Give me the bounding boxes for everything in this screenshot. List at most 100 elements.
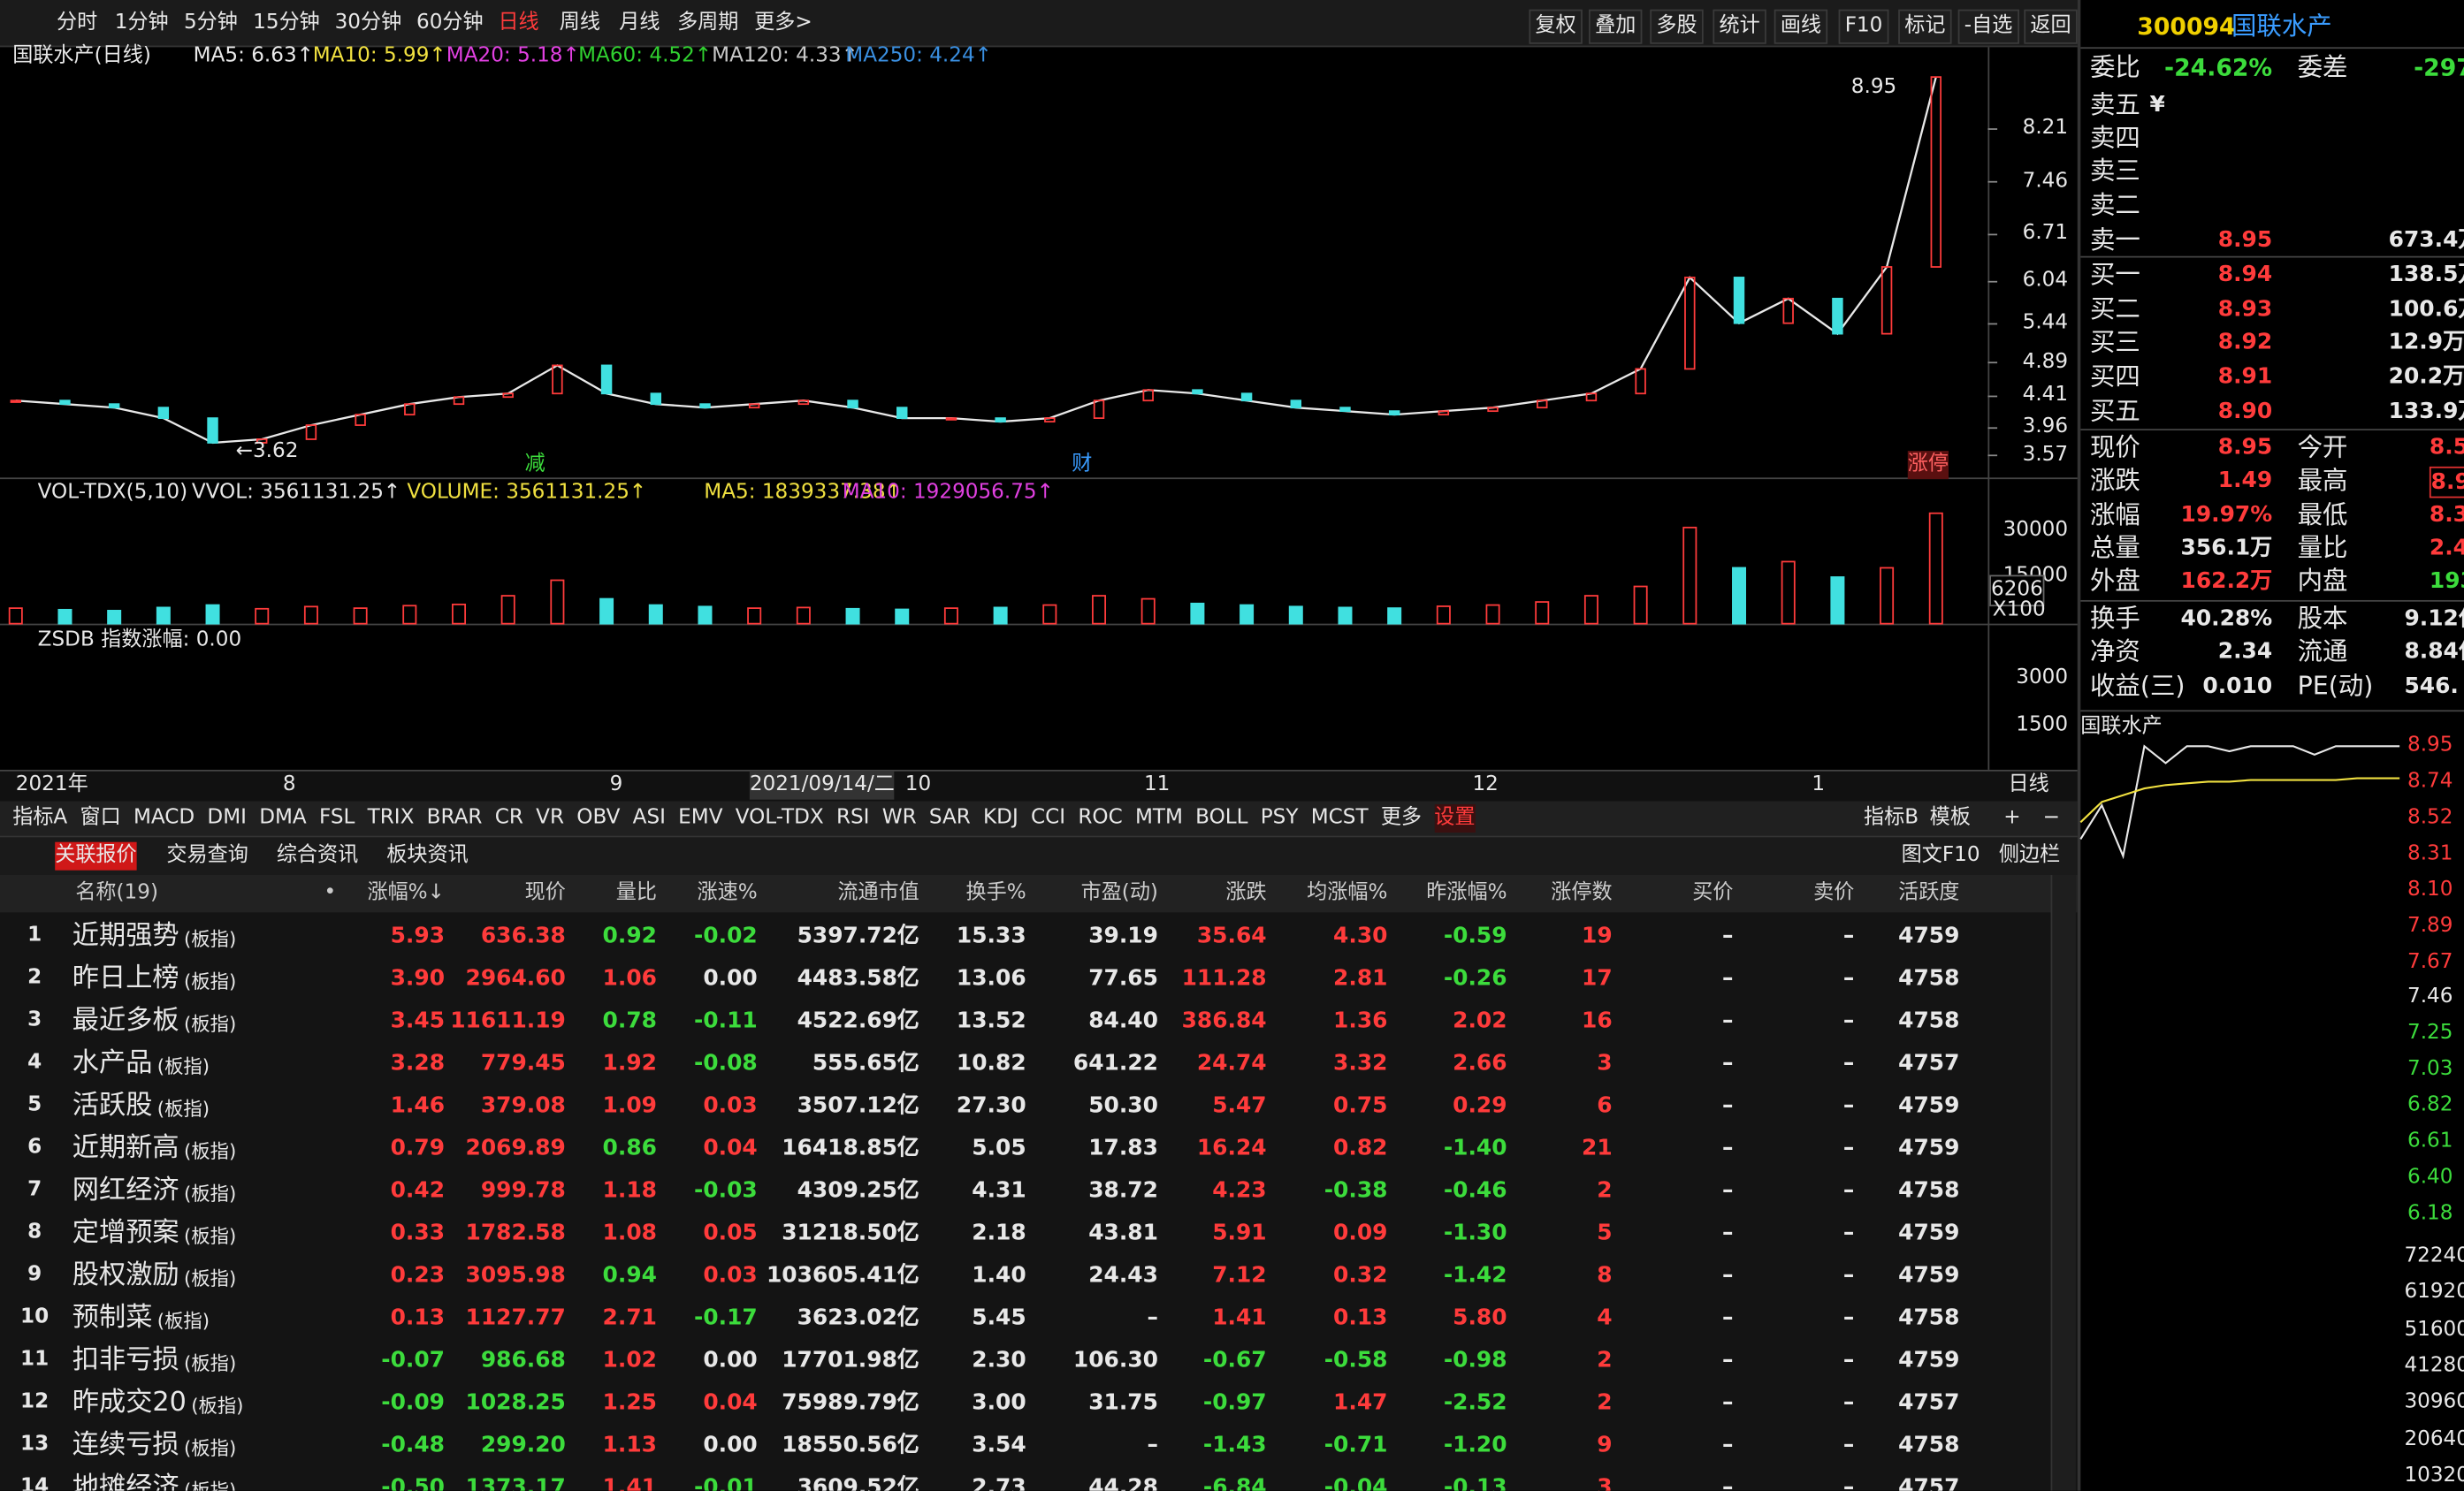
period-tab[interactable]: 15分钟: [253, 11, 320, 35]
tab[interactable]: 板块资讯: [386, 843, 469, 868]
row-name[interactable]: 股权激励: [72, 1259, 179, 1292]
indicator-tab[interactable]: PSY: [1260, 805, 1299, 830]
row-name[interactable]: 连续亏损: [72, 1429, 179, 1462]
row-name[interactable]: 地摊经济: [72, 1472, 179, 1491]
row-name[interactable]: 活跃股: [72, 1090, 153, 1122]
indicator-tab[interactable]: MTM: [1134, 805, 1183, 830]
toolbar-button[interactable]: 画线: [1774, 9, 1828, 44]
indicator-tab[interactable]: VR: [536, 805, 565, 830]
cell: 4.30: [1333, 924, 1388, 949]
indicator-tab[interactable]: DMI: [207, 805, 247, 830]
row-name[interactable]: 昨日上榜: [72, 962, 179, 995]
row-name[interactable]: 近期新高: [72, 1132, 179, 1165]
indicator-tab[interactable]: 指标A: [12, 805, 68, 830]
toolbar-button[interactable]: 叠加: [1588, 9, 1643, 44]
indicator-tab[interactable]: 窗口: [80, 805, 121, 830]
cell: -1.43: [1202, 1433, 1267, 1458]
toolbar-button[interactable]: 统计: [1713, 9, 1766, 44]
candle: [355, 414, 366, 426]
indicator-tab[interactable]: ROC: [1078, 805, 1123, 830]
indicator-tab[interactable]: BRAR: [426, 805, 483, 830]
indicator-tab[interactable]: CR: [494, 805, 523, 830]
column-header[interactable]: 涨幅%↓: [367, 881, 446, 905]
indicator-tab[interactable]: −: [2042, 805, 2061, 830]
indicator-tab[interactable]: FSL: [318, 805, 355, 830]
indicator-tab[interactable]: TRIX: [367, 805, 415, 830]
indicator-tab[interactable]: +: [2003, 805, 2021, 830]
indicator-tab[interactable]: BOLL: [1195, 805, 1248, 830]
row-name[interactable]: 近期强势: [72, 920, 179, 953]
period-tab[interactable]: 分时: [56, 11, 98, 35]
indicator-tab[interactable]: EMV: [678, 805, 723, 830]
cell: –: [1722, 1390, 1734, 1416]
indicator-tab[interactable]: DMA: [259, 805, 307, 830]
column-header[interactable]: 流通市值: [837, 881, 919, 905]
indicator-tab[interactable]: 设置: [1434, 804, 1476, 833]
row-name[interactable]: 扣非亏损: [72, 1344, 179, 1377]
column-header[interactable]: 买价: [1692, 881, 1734, 905]
tab[interactable]: 图文F10: [1901, 843, 1980, 868]
row-name[interactable]: 水产品: [72, 1047, 153, 1080]
cell: 75989.79亿: [782, 1390, 919, 1416]
toolbar-button[interactable]: -自选: [1957, 9, 2019, 44]
tab[interactable]: 关联报价: [55, 841, 137, 871]
indicator-tab[interactable]: 更多: [1380, 805, 1423, 830]
toolbar-button[interactable]: 复权: [1529, 9, 1583, 44]
indicator-tab[interactable]: VOL-TDX: [735, 805, 824, 830]
indicator-tab[interactable]: RSI: [835, 805, 870, 830]
tab[interactable]: 综合资讯: [276, 843, 359, 868]
indicator-tab[interactable]: OBV: [576, 805, 621, 830]
period-tab[interactable]: 30分钟: [334, 11, 402, 35]
column-header[interactable]: 量比: [615, 881, 657, 905]
period-tab[interactable]: 60分钟: [416, 11, 484, 35]
row-name[interactable]: 预制菜: [72, 1302, 153, 1335]
indicator-tab[interactable]: MCST: [1310, 805, 1369, 830]
tab[interactable]: 侧边栏: [1998, 843, 2061, 868]
column-header[interactable]: 名称(19): [75, 881, 158, 905]
toolbar-button[interactable]: F10: [1838, 9, 1889, 44]
toolbar-button[interactable]: 多股: [1650, 9, 1704, 44]
cell: –: [1842, 1093, 1855, 1119]
column-header[interactable]: 现价: [524, 881, 566, 905]
scrollbar[interactable]: [2050, 875, 2076, 1491]
period-tab[interactable]: 日线: [498, 11, 539, 35]
indicator-tab[interactable]: 模板: [1929, 805, 1971, 830]
book-label: 卖四: [2089, 122, 2140, 153]
cell: 4759: [1898, 1136, 1960, 1161]
column-header[interactable]: 涨跌: [1225, 881, 1267, 905]
indicator-bar: [0, 801, 2078, 836]
period-tab[interactable]: 月线: [619, 11, 660, 35]
toolbar-button[interactable]: 标记: [1898, 9, 1952, 44]
period-tab[interactable]: 多周期: [677, 11, 739, 35]
indicator-tab[interactable]: KDJ: [983, 805, 1018, 830]
period-tab[interactable]: 1分钟: [114, 11, 169, 35]
row-name[interactable]: 最近多板: [72, 1005, 179, 1038]
indicator-tab[interactable]: CCI: [1031, 805, 1066, 830]
cell: –: [1842, 1348, 1855, 1373]
stat-value: 8.5: [2429, 435, 2464, 460]
candle: [552, 364, 563, 395]
column-header[interactable]: 卖价: [1813, 881, 1855, 905]
row-name[interactable]: 网红经济: [72, 1175, 179, 1207]
column-header[interactable]: 活跃度: [1898, 881, 1960, 905]
column-header[interactable]: •: [324, 881, 337, 905]
column-header[interactable]: 市盈(动): [1080, 881, 1158, 905]
tab[interactable]: 交易查询: [166, 843, 248, 868]
row-name[interactable]: 定增预案: [72, 1217, 179, 1250]
period-tab[interactable]: 5分钟: [183, 11, 238, 35]
indicator-tab[interactable]: ASI: [632, 805, 666, 830]
indicator-tab[interactable]: WR: [881, 805, 917, 830]
toolbar-button[interactable]: 返回: [2024, 9, 2078, 44]
period-tab[interactable]: 周线: [559, 11, 601, 35]
column-header[interactable]: 涨停数: [1551, 881, 1613, 905]
period-tab[interactable]: 更多>: [754, 11, 812, 35]
indicator-tab[interactable]: SAR: [928, 805, 971, 830]
column-header[interactable]: 涨速%: [697, 881, 758, 905]
mini-price-tick: 7.03: [2407, 1057, 2453, 1082]
row-name[interactable]: 昨成交20: [72, 1387, 187, 1419]
indicator-tab[interactable]: MACD: [133, 805, 195, 830]
column-header[interactable]: 昨涨幅%: [1426, 881, 1507, 905]
column-header[interactable]: 均涨幅%: [1307, 881, 1388, 905]
column-header[interactable]: 换手%: [965, 881, 1026, 905]
indicator-tab[interactable]: 指标B: [1864, 805, 1919, 830]
